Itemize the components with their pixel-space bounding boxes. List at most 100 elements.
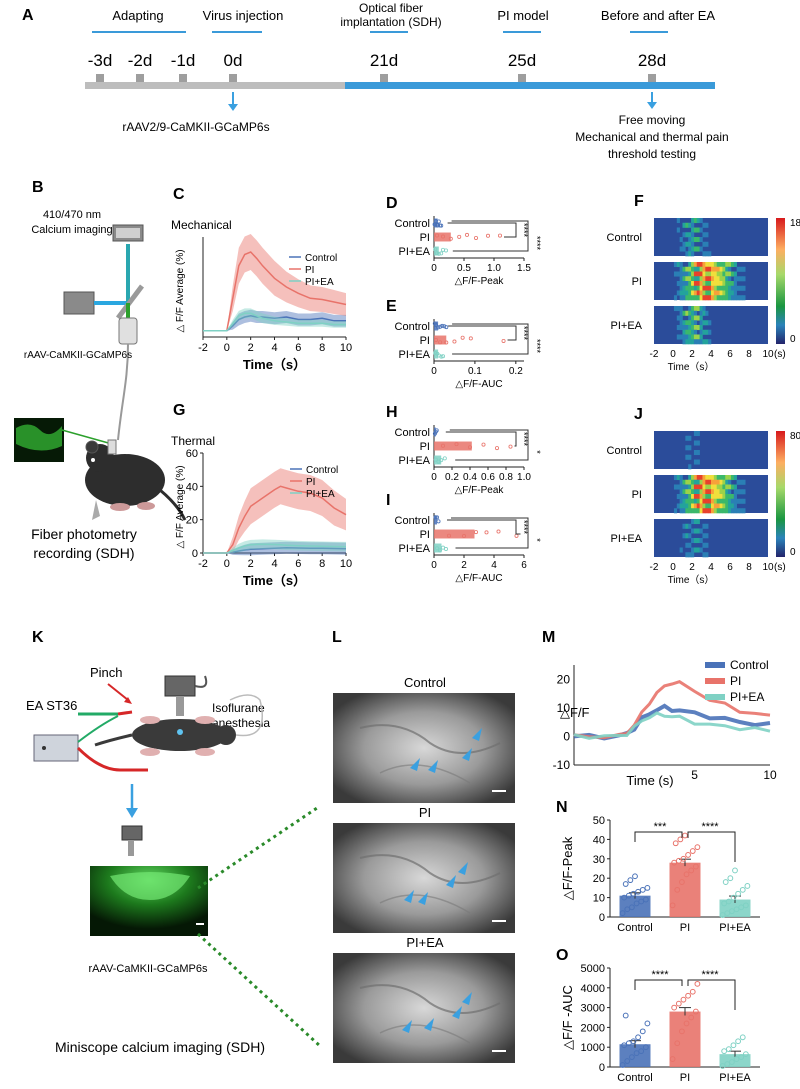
heatmap-cell	[685, 335, 688, 340]
heatmap-cell	[722, 504, 725, 509]
heatmap-cell	[691, 475, 694, 480]
heatmap-cell	[742, 276, 745, 281]
test-label-3: threshold testing	[608, 147, 696, 161]
heatmap-cell	[680, 286, 683, 291]
x-tick-label: 4	[708, 349, 714, 360]
heatmap-cell	[728, 499, 731, 504]
heatmap-cell	[680, 548, 683, 553]
heatmap-cell	[697, 339, 700, 344]
panel-o-auc-bar-chart: O010002000300040005000△F/F -AUCControl PI…	[556, 947, 760, 1084]
heatmap-cell	[714, 295, 717, 300]
heatmap-cell	[717, 494, 720, 499]
heatmap-cell	[722, 494, 725, 499]
x-tick-label: 10	[762, 349, 774, 360]
heatmap-cell	[677, 262, 680, 267]
panel-letter-a: A	[22, 7, 34, 24]
heatmap-cell	[680, 281, 683, 286]
heatmap-cell	[720, 295, 723, 300]
heatmap-cell	[705, 295, 708, 300]
heatmap-cell	[700, 291, 703, 296]
heatmap-cell	[694, 529, 697, 534]
heatmap-cell	[708, 485, 711, 490]
heatmap-cell	[680, 316, 683, 321]
heatmap-cell	[722, 272, 725, 277]
heatmap-cell	[722, 295, 725, 300]
heatmap-cell	[737, 508, 740, 513]
heatmap-cell	[688, 291, 691, 296]
heatmap-cell	[694, 431, 697, 436]
heatmap-cell	[705, 543, 708, 548]
phase-virus-injection: Virus injection	[203, 8, 284, 23]
heatmap-cell	[708, 508, 711, 513]
heatmap-cell	[677, 228, 680, 233]
legend-label: PI+EA	[730, 690, 764, 704]
heatmap-cell	[702, 276, 705, 281]
heatmap-cell	[702, 320, 705, 325]
heatmap-cell	[725, 276, 728, 281]
objective-lens	[119, 318, 137, 344]
heatmap-cell	[725, 480, 728, 485]
x-tick-label: 0	[670, 562, 676, 573]
data-point	[686, 853, 691, 858]
heatmap-cell	[694, 291, 697, 296]
heatmap-cell	[685, 272, 688, 277]
y-tick-label: 60	[186, 448, 198, 460]
heatmap-cell	[700, 276, 703, 281]
heatmap-cell	[697, 519, 700, 524]
heatmap-cell	[691, 548, 694, 553]
y-axis-label: △ F/F Average (%)	[175, 465, 186, 548]
panel-letter-k: K	[32, 629, 44, 646]
heatmap-cell	[725, 286, 728, 291]
sig-label: *	[532, 450, 542, 454]
panel-letter-l: L	[332, 629, 342, 646]
heatmap-cell	[708, 267, 711, 272]
heatmap-cell	[717, 262, 720, 267]
heatmap-cell	[728, 276, 731, 281]
heatmap-cell	[697, 247, 700, 252]
heatmap-cell	[694, 494, 697, 499]
x-tick-label: -2	[650, 349, 659, 360]
heatmap-cell	[714, 480, 717, 485]
heatmap-cell	[691, 262, 694, 267]
heatmap-cell	[694, 489, 697, 494]
heatmap-cell	[708, 339, 711, 344]
heatmap-cell	[691, 485, 694, 490]
heatmap-cell	[731, 272, 734, 277]
heatmap-cell	[680, 311, 683, 316]
legend-label: PI	[306, 477, 315, 488]
sig-bracket	[635, 980, 682, 990]
category-label: Control	[395, 427, 430, 439]
heatmap-cell	[731, 494, 734, 499]
heatmap-cell	[737, 480, 740, 485]
heatmap-cell	[700, 286, 703, 291]
heatmap-cell	[685, 325, 688, 330]
heatmap-cell	[694, 519, 697, 524]
heatmap-cell	[688, 455, 691, 460]
heatmap-cell	[680, 291, 683, 296]
heatmap-cell	[708, 320, 711, 325]
heatmap-cell	[685, 489, 688, 494]
heatmap-cell	[688, 232, 691, 237]
heatmap-cell	[691, 291, 694, 296]
heatmap-cell	[680, 306, 683, 311]
heatmap-cell	[677, 272, 680, 277]
heatmap-cell	[702, 272, 705, 277]
heatmap-row-control	[654, 218, 768, 256]
heatmap-cell	[722, 508, 725, 513]
sig-label: ****	[701, 969, 719, 981]
data-point	[628, 878, 633, 883]
heatmap-cell	[694, 450, 697, 455]
heatmap-cell	[683, 276, 686, 281]
heatmap-cell	[742, 508, 745, 513]
heatmap-cell	[683, 499, 686, 504]
data-point	[676, 858, 681, 863]
heatmap-cell	[714, 504, 717, 509]
test-label-2: Mechanical and thermal pain	[575, 130, 728, 144]
heatmap-cell	[702, 306, 705, 311]
heatmap-cell	[685, 552, 688, 557]
test-label-1: Free moving	[619, 113, 686, 127]
data-point	[486, 234, 489, 237]
y-tick-label: 20	[186, 515, 198, 527]
heatmap-cell	[694, 272, 697, 277]
heatmap-cell	[734, 272, 737, 277]
